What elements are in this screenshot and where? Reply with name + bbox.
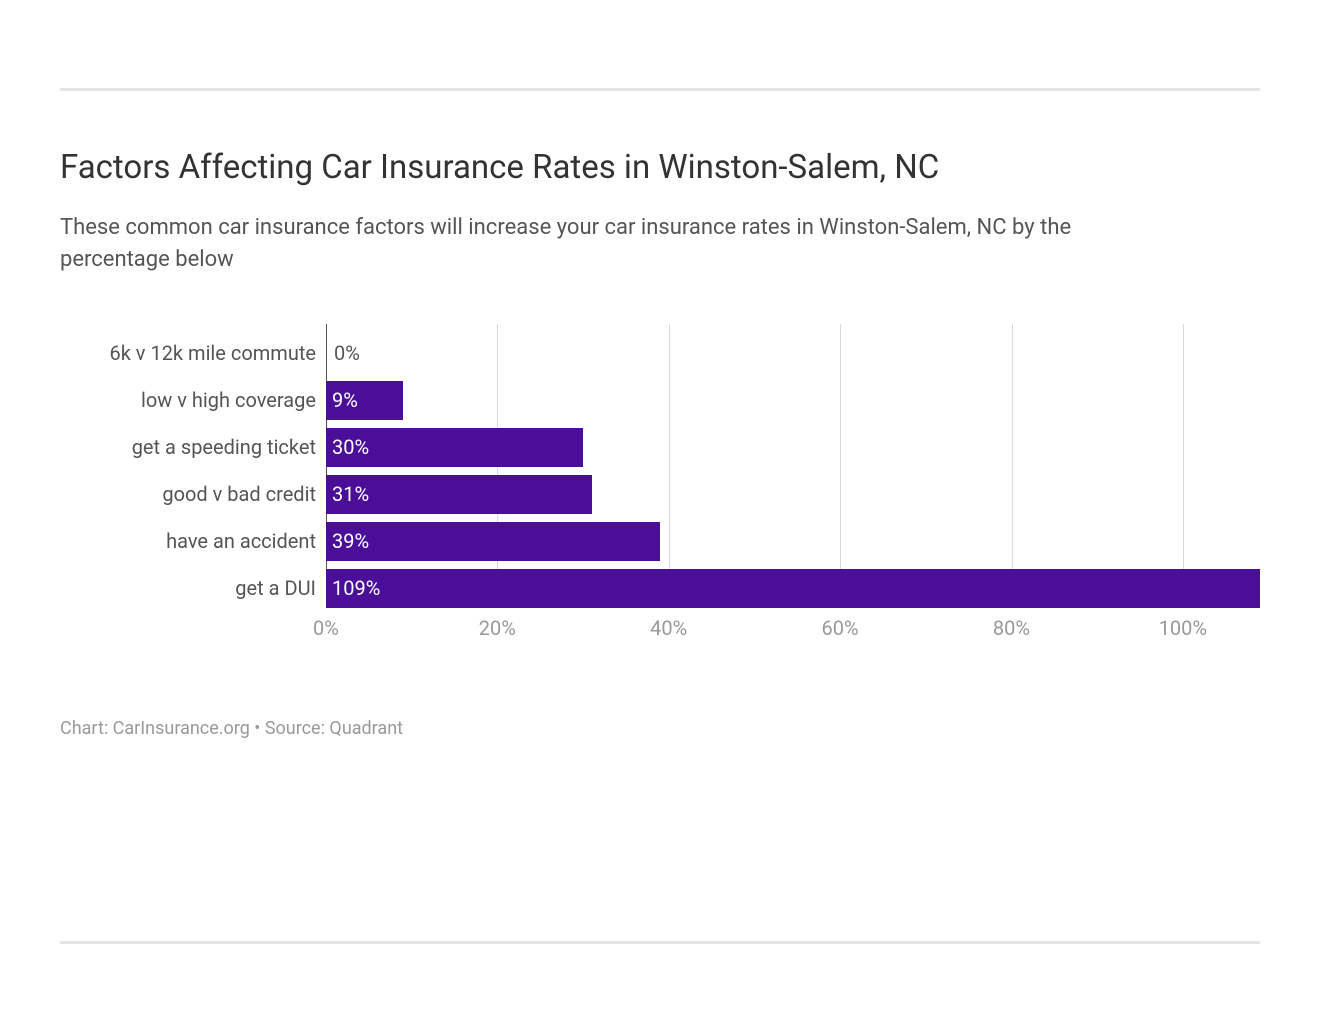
y-axis-label: get a DUI	[60, 565, 326, 612]
bar-value-label: 30%	[332, 435, 369, 459]
chart: 6k v 12k mile commutelow v high coverage…	[60, 324, 1260, 654]
bar-row: 109%	[326, 565, 1260, 612]
bar-value-label: 109%	[332, 576, 380, 600]
bar	[326, 522, 660, 561]
bar-value-label: 9%	[332, 388, 358, 412]
chart-subtitle: These common car insurance factors will …	[60, 212, 1120, 276]
chart-attribution: Chart: CarInsurance.org • Source: Quadra…	[60, 718, 1260, 739]
bar-row: 9%	[326, 377, 1260, 424]
y-axis-label: good v bad credit	[60, 471, 326, 518]
bar-row: 0%	[326, 330, 1260, 377]
x-axis-tick: 20%	[479, 616, 516, 640]
x-axis-tick: 60%	[822, 616, 859, 640]
chart-title: Factors Affecting Car Insurance Rates in…	[60, 147, 1260, 190]
x-axis-tick: 80%	[993, 616, 1030, 640]
bar-value-label: 31%	[332, 482, 369, 506]
x-axis: 0%20%40%60%80%100%	[326, 606, 1260, 654]
x-axis-tick: 0%	[313, 616, 339, 640]
bar-value-label: 0%	[334, 341, 360, 365]
x-axis-tick: 40%	[650, 616, 687, 640]
bar-row: 31%	[326, 471, 1260, 518]
bars: 0% 9% 30% 31% 39% 109%	[326, 330, 1260, 612]
y-axis-label: 6k v 12k mile commute	[60, 330, 326, 377]
y-axis-labels: 6k v 12k mile commutelow v high coverage…	[60, 324, 326, 654]
bar	[326, 569, 1260, 608]
y-axis-label: low v high coverage	[60, 377, 326, 424]
y-axis-label: get a speeding ticket	[60, 424, 326, 471]
bar-value-label: 39%	[332, 529, 369, 553]
x-axis-tick: 100%	[1159, 616, 1207, 640]
y-axis-label: have an accident	[60, 518, 326, 565]
plot-area: 0% 9% 30% 31% 39% 109% 0% 20% 40% 60% 80% 100%	[326, 324, 1260, 654]
divider-top	[60, 88, 1260, 91]
bar-row: 30%	[326, 424, 1260, 471]
bar-row: 39%	[326, 518, 1260, 565]
